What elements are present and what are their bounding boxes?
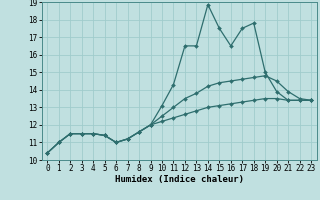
X-axis label: Humidex (Indice chaleur): Humidex (Indice chaleur) bbox=[115, 175, 244, 184]
